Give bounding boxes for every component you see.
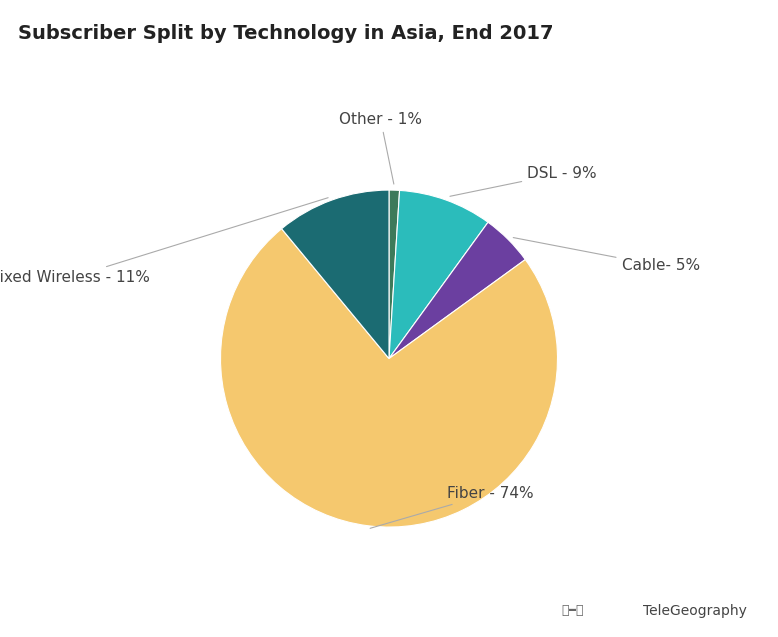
Text: Fiber - 74%: Fiber - 74% (370, 486, 534, 528)
Wedge shape (389, 190, 400, 359)
Wedge shape (389, 222, 525, 359)
Text: Other - 1%: Other - 1% (339, 112, 422, 184)
Text: Fixed Wireless - 11%: Fixed Wireless - 11% (0, 197, 328, 285)
Wedge shape (389, 190, 488, 359)
Text: ⦿━⦿: ⦿━⦿ (561, 604, 584, 617)
Text: Cable- 5%: Cable- 5% (513, 238, 699, 273)
Text: DSL - 9%: DSL - 9% (450, 166, 597, 196)
Wedge shape (220, 229, 558, 527)
Wedge shape (282, 190, 389, 359)
Text: TeleGeography: TeleGeography (643, 604, 747, 618)
Text: Subscriber Split by Technology in Asia, End 2017: Subscriber Split by Technology in Asia, … (18, 24, 553, 43)
